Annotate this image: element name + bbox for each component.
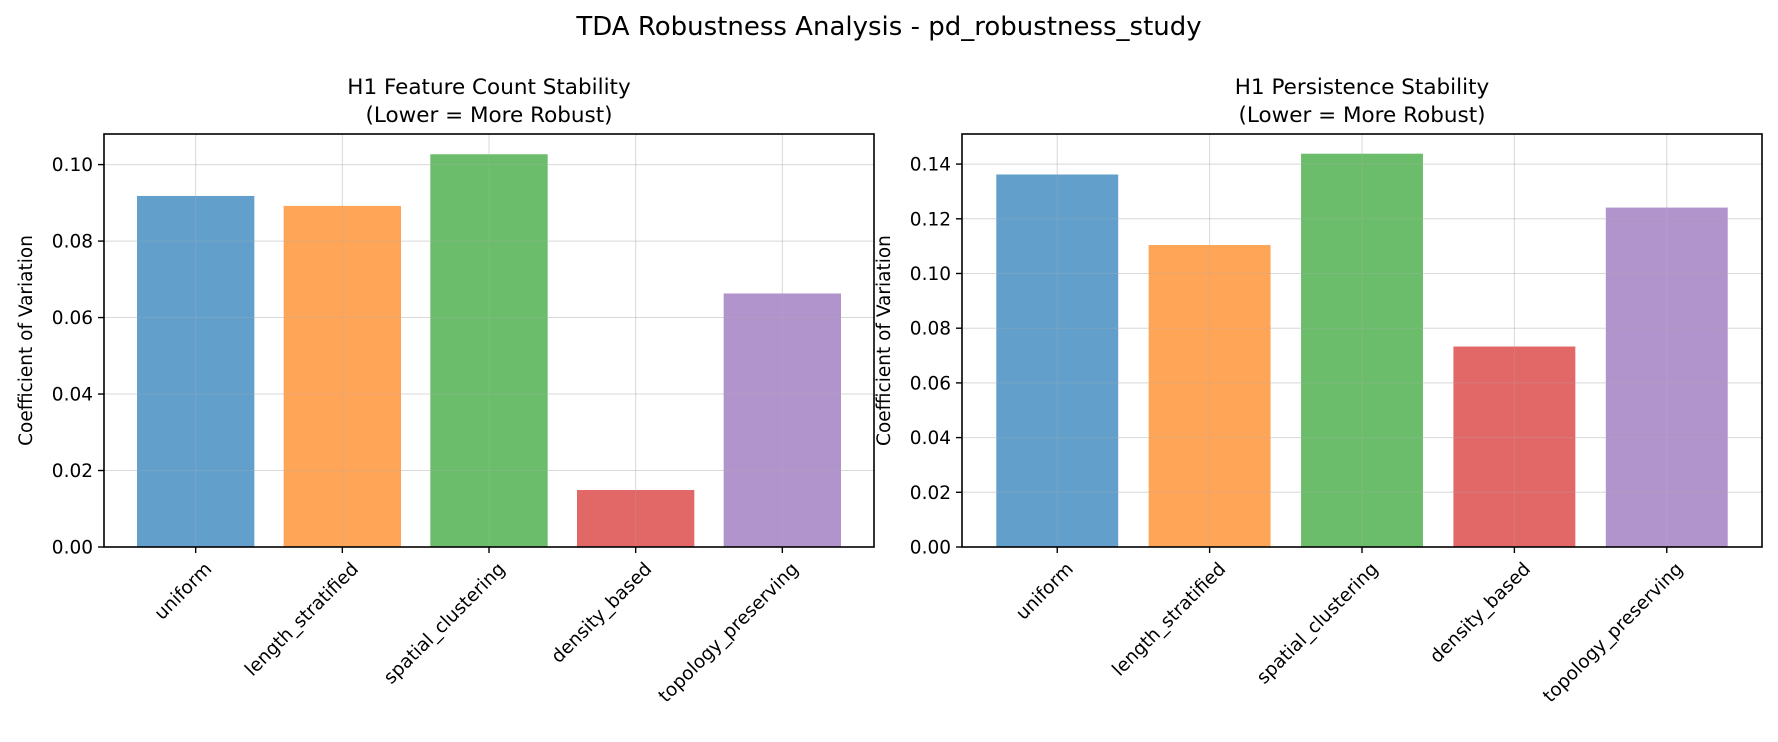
subplot-subtitle: (Lower = More Robust) (365, 103, 612, 128)
x-tick-label: length_stratified (241, 559, 363, 681)
subplot-2: 0.00 0.02 0.04 0.06 0.08 0.10 0.12 0.14 uniform l… (874, 75, 1763, 707)
y-tick-label: 0.08 (910, 319, 951, 340)
y-tick-label: 0.10 (52, 155, 93, 176)
x-tick-label: length_stratified (1108, 559, 1230, 681)
y-tick-label: 0.00 (910, 538, 951, 559)
subplot-title: H1 Persistence Stability (1235, 75, 1490, 100)
subplot-1: 0.00 0.02 0.04 0.06 0.08 0.10 uniform length_st… (16, 75, 875, 707)
y-tick-label: 0.12 (910, 209, 951, 230)
bar-density_based (1453, 346, 1576, 547)
bar-spatial_clustering (1301, 153, 1423, 547)
x-tick-label: topology_preserving (1539, 559, 1687, 707)
bar-density_based (577, 490, 695, 547)
y-tick-label: 0.10 (910, 264, 951, 285)
y-tick-label: 0.02 (910, 483, 951, 504)
x-tick-label: density_based (547, 559, 656, 668)
bar-length_stratified (1148, 245, 1271, 547)
y-tick-label: 0.02 (52, 461, 93, 482)
x-tick-label: uniform (1012, 559, 1078, 625)
bar-length_stratified (283, 205, 401, 548)
x-tick-label: density_based (1426, 559, 1535, 668)
subplot-subtitle: (Lower = More Robust) (1238, 103, 1485, 128)
x-tick-label: uniform (151, 559, 217, 625)
y-tick-label: 0.04 (910, 428, 951, 449)
y-tick-label: 0.00 (52, 538, 93, 559)
x-tick-label: spatial_clustering (1253, 559, 1383, 689)
bar-topology_preserving (1605, 207, 1728, 548)
y-tick-label: 0.06 (910, 373, 951, 394)
subplot-title: H1 Feature Count Stability (347, 75, 631, 100)
y-tick-label: 0.04 (52, 385, 93, 406)
bar-topology_preserving (723, 293, 841, 547)
bar-uniform (996, 174, 1119, 547)
y-tick-label: 0.06 (52, 308, 93, 329)
y-tick-label: 0.14 (910, 155, 951, 176)
x-tick-label: spatial_clustering (380, 559, 510, 689)
figure-suptitle: TDA Robustness Analysis - pd_robustness_… (576, 12, 1202, 42)
bar-uniform (137, 195, 255, 547)
bar-spatial_clustering (430, 154, 548, 548)
y-axis-label: Coefficient of Variation (874, 235, 895, 446)
y-tick-label: 0.08 (52, 232, 93, 253)
x-tick-label: topology_preserving (655, 559, 803, 707)
y-axis-label: Coefficient of Variation (16, 235, 37, 446)
